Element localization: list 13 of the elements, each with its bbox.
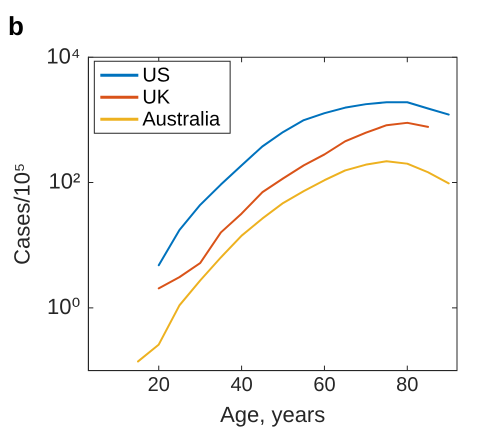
y-tick-label: 10² xyxy=(48,168,80,194)
x-tick-label: 80 xyxy=(396,374,418,396)
legend-label: US xyxy=(142,64,170,87)
x-tick-label: 20 xyxy=(148,374,170,396)
y-axis-title: Cases/10⁵ xyxy=(9,162,34,265)
chart-title: b xyxy=(8,10,24,41)
x-axis-title: Age, years xyxy=(220,402,326,427)
y-tick-label: 10⁰ xyxy=(47,294,80,319)
legend-label: Australia xyxy=(142,108,222,131)
x-tick-label: 60 xyxy=(313,374,336,396)
y-tick-label: 10⁴ xyxy=(46,43,80,68)
legend-label: UK xyxy=(142,86,171,109)
x-tick-label: 40 xyxy=(230,374,253,396)
